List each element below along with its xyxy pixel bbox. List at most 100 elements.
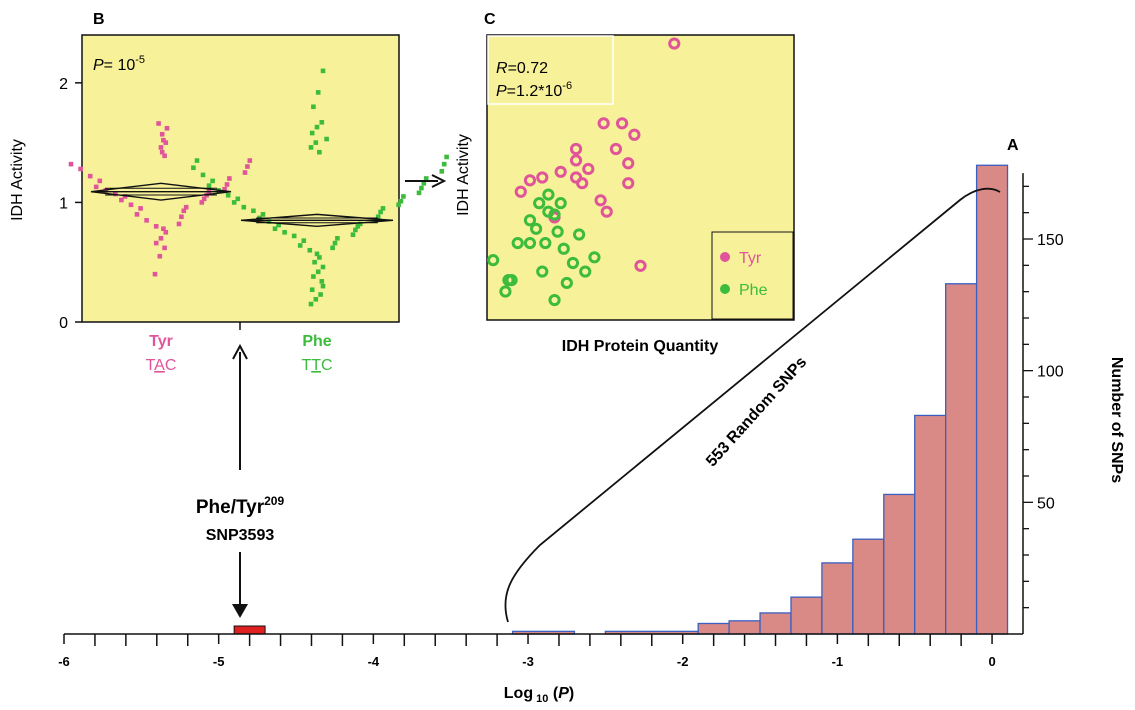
panel-c-point-tyr-6: [622, 157, 635, 170]
panel-b-point-phe-60: [319, 119, 325, 125]
panel-b-point-tyr-37: [158, 145, 164, 150]
panel-b-point-tyr-33: [68, 161, 74, 167]
panel-c: C R=0.72 P=1.2*10-6 Tyr Phe IDH Activity…: [455, 11, 795, 355]
legend-label-phe: Phe: [739, 282, 768, 299]
panel-c-point-phe-6: [530, 222, 543, 235]
panel-b-y-tick-label-1: 1: [59, 195, 68, 212]
x-tick-label--2: -2: [677, 654, 689, 669]
panel-b-point-tyr-18: [201, 196, 207, 202]
panel-b-point-phe-40: [225, 192, 231, 198]
group-name-phe: Phe: [302, 333, 331, 350]
panel-b-point-tyr-8: [176, 221, 182, 227]
panel-b-point-phe-19: [350, 232, 356, 238]
panel-c-r-value: R=0.72: [496, 60, 548, 77]
panel-b-point-tyr-30: [242, 170, 248, 175]
legend-label-tyr: Tyr: [739, 250, 762, 267]
panel-c-point-tyr-15: [597, 117, 610, 130]
panel-b-point-phe-8: [320, 264, 326, 270]
panel-b-point-tyr-42: [156, 121, 161, 126]
panel-b-point-tyr-7: [153, 224, 159, 229]
panel-b-point-phe-5: [319, 279, 325, 284]
panel-b-point-phe-10: [317, 255, 322, 260]
panel-c-point-phe-4: [511, 236, 524, 250]
panel-c-x-axis-label: IDH Protein Quantity: [562, 338, 719, 355]
panel-b-point-phe-50: [191, 165, 196, 171]
panel-c-point-phe-21: [533, 197, 546, 210]
panel-b: B P= 10-5 0 1 2 IDH Activity Tyr TAC Phe T…: [9, 11, 449, 374]
panel-b-point-tyr-17: [119, 197, 124, 203]
panel-b-point-phe-45: [421, 180, 427, 186]
panel-c-point-phe-9: [542, 188, 555, 201]
random-snps-bracket: [504, 187, 1001, 623]
panel-c-point-tyr-17: [514, 185, 527, 198]
panel-b-y-tick-label-2: 2: [59, 76, 68, 93]
panel-b-point-phe-51: [441, 161, 447, 167]
panel-c-point-phe-16: [579, 265, 592, 278]
panel-b-point-phe-3: [309, 287, 315, 293]
panel-b-point-phe-31: [378, 209, 383, 215]
panel-b-point-tyr-32: [245, 164, 250, 169]
panel-c-point-tyr-8: [582, 162, 595, 176]
histogram-bar-7: [852, 538, 885, 635]
y-tick-label-100: 100: [1037, 364, 1064, 381]
panel-b-mean-diamonds: [90, 182, 394, 228]
panel-b-label: B: [93, 11, 105, 28]
x-tick-label--6: -6: [58, 654, 70, 669]
panel-b-point-phe-59: [314, 124, 320, 130]
panel-b-point-tyr-12: [181, 208, 187, 214]
panel-b-point-tyr-1: [157, 253, 163, 259]
x-tick-label--1: -1: [832, 654, 844, 669]
panel-b-point-tyr-11: [134, 212, 140, 217]
panel-a-label: A: [1007, 137, 1019, 154]
panel-b-point-tyr-31: [78, 166, 83, 172]
panel-b-point-phe-15: [332, 240, 338, 246]
panel-c-point-tyr-11: [523, 174, 537, 187]
panel-b-point-phe-29: [375, 214, 381, 220]
x-tick-label--4: -4: [368, 654, 380, 669]
group-name-tyr: Tyr: [149, 333, 173, 350]
panel-b-point-phe-26: [266, 219, 272, 224]
panel-c-point-phe-7: [539, 236, 552, 250]
panel-b-point-phe-0: [308, 301, 314, 307]
panel-b-y-axis: 0 1 2: [59, 76, 82, 332]
panel-b-point-tyr-38: [163, 140, 169, 145]
panel-b-point-phe-14: [297, 243, 303, 248]
panel-b-point-tyr-34: [247, 158, 253, 163]
panel-c-point-tyr-19: [628, 128, 641, 141]
panel-b-point-phe-41: [416, 190, 422, 196]
panel-b-point-phe-9: [312, 259, 317, 265]
panel-b-point-phe-2: [318, 292, 323, 297]
panel-b-point-tyr-15: [128, 202, 134, 208]
panel-b-point-phe-4: [320, 283, 326, 289]
panel-b-y-tick-label-0: 0: [59, 315, 68, 332]
panel-a-x-ticks: -6 -5 -4 -3 -2 -1 0: [58, 634, 996, 669]
panel-b-point-phe-57: [324, 136, 329, 142]
panel-b-point-phe-16: [301, 238, 307, 243]
panel-c-point-phe-11: [551, 225, 564, 238]
panel-b-point-phe-7: [315, 269, 321, 275]
panel-b-point-phe-13: [330, 245, 335, 251]
panel-b-point-tyr-40: [159, 131, 165, 137]
x-tick-label--3: -3: [522, 654, 534, 669]
panel-b-point-tyr-10: [179, 214, 184, 220]
panel-b-point-phe-1: [313, 296, 319, 302]
panel-b-point-phe-36: [231, 200, 237, 205]
panel-c-points: [487, 37, 681, 307]
panel-c-point-phe-3: [505, 274, 518, 287]
panel-c-point-phe-13: [560, 276, 573, 290]
panel-c-label: C: [484, 11, 496, 28]
panel-c-point-tyr-1: [634, 259, 647, 272]
panel-b-point-tyr-28: [227, 176, 232, 181]
panel-b-point-tyr-14: [183, 204, 189, 210]
panel-a-y-ticks: 50 100 150: [1023, 185, 1064, 609]
panel-b-point-phe-30: [260, 212, 266, 217]
panel-c-point-phe-12: [557, 242, 570, 255]
panel-b-point-tyr-16: [199, 200, 205, 205]
panel-a-x-axis-label: Log 10 (P): [504, 685, 574, 705]
panel-c-stats-box: [487, 35, 614, 105]
panel-b-point-phe-49: [439, 169, 445, 174]
panel-c-point-tyr-9: [609, 142, 623, 156]
panel-b-point-phe-53: [444, 154, 449, 160]
panel-b-point-phe-20: [282, 230, 287, 235]
panel-b-point-phe-23: [355, 224, 361, 229]
